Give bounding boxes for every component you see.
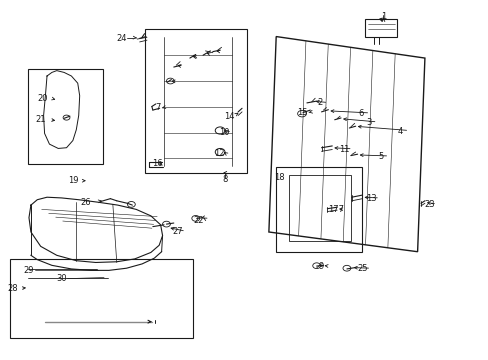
Bar [27,69,103,164]
Text: 20: 20 [37,94,47,103]
Text: 15: 15 [296,108,306,117]
Bar [276,167,361,252]
Text: 26: 26 [81,198,91,207]
Text: 30: 30 [56,274,67,283]
Text: 25: 25 [357,265,367,274]
Text: 1: 1 [380,12,386,21]
Text: 12: 12 [213,149,224,158]
Text: 3: 3 [366,118,371,127]
Text: 27: 27 [172,228,183,237]
Text: 11: 11 [339,145,349,154]
Text: 21: 21 [35,115,46,124]
Text: 16: 16 [152,159,163,168]
Text: 7: 7 [155,103,161,112]
Text: 23: 23 [424,200,434,209]
Text: 22: 22 [193,216,203,225]
Text: 6: 6 [358,109,364,118]
Text: 10: 10 [218,128,229,137]
Text: 19: 19 [67,176,78,185]
Text: 28: 28 [7,284,18,293]
Text: 177: 177 [327,205,344,214]
Text: 4: 4 [397,127,402,136]
Text: 2: 2 [317,98,322,107]
Text: 9: 9 [318,262,324,271]
Text: 18: 18 [274,173,285,182]
Text: 13: 13 [365,194,376,203]
Text: 8: 8 [222,175,227,184]
Text: 29: 29 [24,266,34,275]
Text: 14: 14 [223,112,234,121]
Text: 5: 5 [378,152,383,161]
Text: 24: 24 [116,34,126,43]
Bar [10,259,193,338]
Bar [144,30,246,173]
